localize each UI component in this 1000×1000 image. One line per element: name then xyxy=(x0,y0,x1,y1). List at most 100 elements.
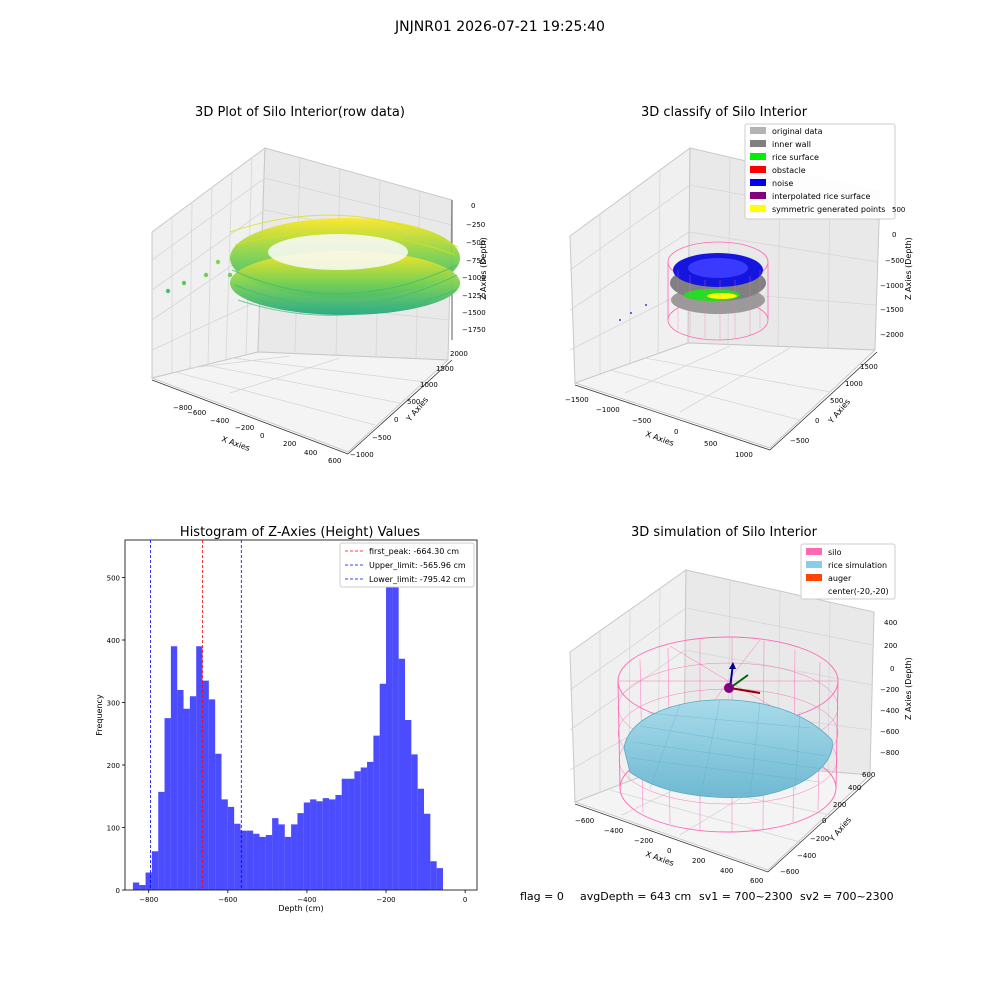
y-tick-label: 100 xyxy=(107,825,120,833)
classify-xtick: 500 xyxy=(704,440,717,448)
histogram-bar xyxy=(405,720,412,890)
panel-raw-3d: 3D Plot of Silo Interior(row data) xyxy=(150,105,488,465)
raw-ztick: −500 xyxy=(466,239,485,247)
histogram-bar xyxy=(151,851,159,890)
raw-ztick: −750 xyxy=(466,257,485,265)
histogram-bar xyxy=(278,824,285,890)
raw-ztick: −1750 xyxy=(462,326,486,334)
histogram-y-ticks: 0 100 200 300 400 500 xyxy=(107,575,125,895)
sim-ztick: 400 xyxy=(884,619,897,627)
legend-label: noise xyxy=(772,179,793,188)
classify-ytick: 500 xyxy=(830,397,843,405)
legend-label: center(-20,-20) xyxy=(828,587,889,596)
histogram-bar xyxy=(329,799,336,890)
legend-swatch-auger xyxy=(806,574,822,581)
sim-xtick: −200 xyxy=(634,837,653,845)
classified-point-cloud xyxy=(619,241,769,341)
histogram-xlabel: Depth (cm) xyxy=(278,904,323,913)
classify-ztick: −2000 xyxy=(880,331,904,339)
x-tick-label: −200 xyxy=(376,896,395,904)
histogram-bars xyxy=(132,555,443,890)
sim-ztick: 200 xyxy=(884,642,897,650)
sim-ytick: −600 xyxy=(780,868,799,876)
histogram-title: Histogram of Z-Axies (Height) Values xyxy=(180,525,420,540)
histogram-bar xyxy=(272,818,279,890)
raw-xtick: −400 xyxy=(210,417,229,425)
sim-ytick: −200 xyxy=(810,835,829,843)
legend-label: inner wall xyxy=(772,140,811,149)
histogram-bar xyxy=(196,646,203,890)
histogram-bar xyxy=(354,771,361,890)
raw-xtick: 0 xyxy=(260,432,264,440)
classify-ytick: 0 xyxy=(815,417,819,425)
histogram-bar xyxy=(322,798,330,890)
legend-swatch-silo xyxy=(806,548,822,555)
sim-ytick: 600 xyxy=(862,771,875,779)
raw-ytick: 1500 xyxy=(436,365,454,373)
histogram-bar xyxy=(215,753,222,890)
histogram-bar xyxy=(189,696,197,890)
auger-marker xyxy=(724,662,761,694)
classify-legend: original data inner wall rice surface ob… xyxy=(744,123,896,220)
legend-swatch-wall xyxy=(750,140,766,147)
histogram-bar xyxy=(348,778,355,890)
histogram-x-ticks: −800 −600 −400 −200 0 xyxy=(139,890,467,904)
raw-z-ticks: 0 −250 −500 −750 −1000 −1250 −1500 −1750 xyxy=(462,202,486,334)
histogram-bar xyxy=(360,767,368,890)
legend-swatch-obstacle xyxy=(750,166,766,173)
classify-x-ticks: −1500 −1000 −500 0 500 1000 xyxy=(565,396,753,459)
raw-y-ticks: −1000 −500 0 500 1000 1500 2000 xyxy=(350,350,468,459)
histogram-bar xyxy=(234,823,241,890)
simulation-surface xyxy=(617,636,839,833)
x-tick-label: −400 xyxy=(297,896,316,904)
simulation-x-ticks: −600 −400 −200 0 200 400 600 xyxy=(575,817,763,885)
sim-xtick: 400 xyxy=(720,867,733,875)
raw-ytick: −500 xyxy=(372,434,391,442)
histogram-bar xyxy=(291,824,298,890)
classify-z-ticks: 500 0 −500 −1000 −1500 −2000 xyxy=(880,206,905,339)
sim-xtick: −600 xyxy=(575,817,594,825)
classify-ztick: −1500 xyxy=(880,306,904,314)
legend-label: obstacle xyxy=(772,166,806,175)
histogram-bar xyxy=(386,586,393,890)
histogram-bar xyxy=(132,882,140,890)
classify-ztick: −1000 xyxy=(880,282,904,290)
legend-label: silo xyxy=(828,548,842,557)
histogram-bar xyxy=(303,802,311,890)
sim-ztick: −600 xyxy=(880,728,899,736)
histogram-bar xyxy=(246,830,254,890)
y-tick-label: 200 xyxy=(107,762,120,770)
raw-ztick: −1000 xyxy=(462,274,486,282)
sim-ytick: 400 xyxy=(848,784,861,792)
simulation-ylabel: Y Axies xyxy=(827,815,853,844)
legend-label: rice simulation xyxy=(828,561,887,570)
histogram-bar xyxy=(259,836,266,890)
raw-ytick: −1000 xyxy=(350,451,374,459)
classify-xtick: 1000 xyxy=(735,451,753,459)
histogram-bar xyxy=(436,868,443,890)
histogram-bar xyxy=(392,555,399,890)
legend-label: interpolated rice surface xyxy=(772,192,870,201)
y-tick-label: 300 xyxy=(107,700,120,708)
panel-simulation-3d: 3D simulation of Silo Interior xyxy=(569,525,913,885)
histogram-threshold-lines xyxy=(150,540,242,890)
y-tick-label: 500 xyxy=(107,575,120,583)
classify-ytick: −500 xyxy=(790,437,809,445)
classify-ytick: 1000 xyxy=(845,380,863,388)
legend-swatch-original xyxy=(750,127,766,134)
histogram-bar xyxy=(183,708,190,890)
legend-swatch-noise xyxy=(750,179,766,186)
classify-ztick: −500 xyxy=(885,257,904,265)
histogram-bar xyxy=(341,778,349,890)
classify-ytick: 1500 xyxy=(860,363,878,371)
avg-depth-text: avgDepth = 643 cm xyxy=(580,890,691,903)
histogram-bar xyxy=(424,813,431,890)
classify-xtick: 0 xyxy=(674,428,678,436)
figure-suptitle: JNJNR01 2026-07-21 19:25:40 xyxy=(394,19,605,35)
raw-xtick: −600 xyxy=(187,409,206,417)
simulation-z-ticks: 400 200 0 −200 −400 −600 −800 xyxy=(880,619,899,757)
y-tick-label: 400 xyxy=(107,637,120,645)
histogram-bar xyxy=(227,806,235,890)
raw-ztick: −1250 xyxy=(462,292,486,300)
